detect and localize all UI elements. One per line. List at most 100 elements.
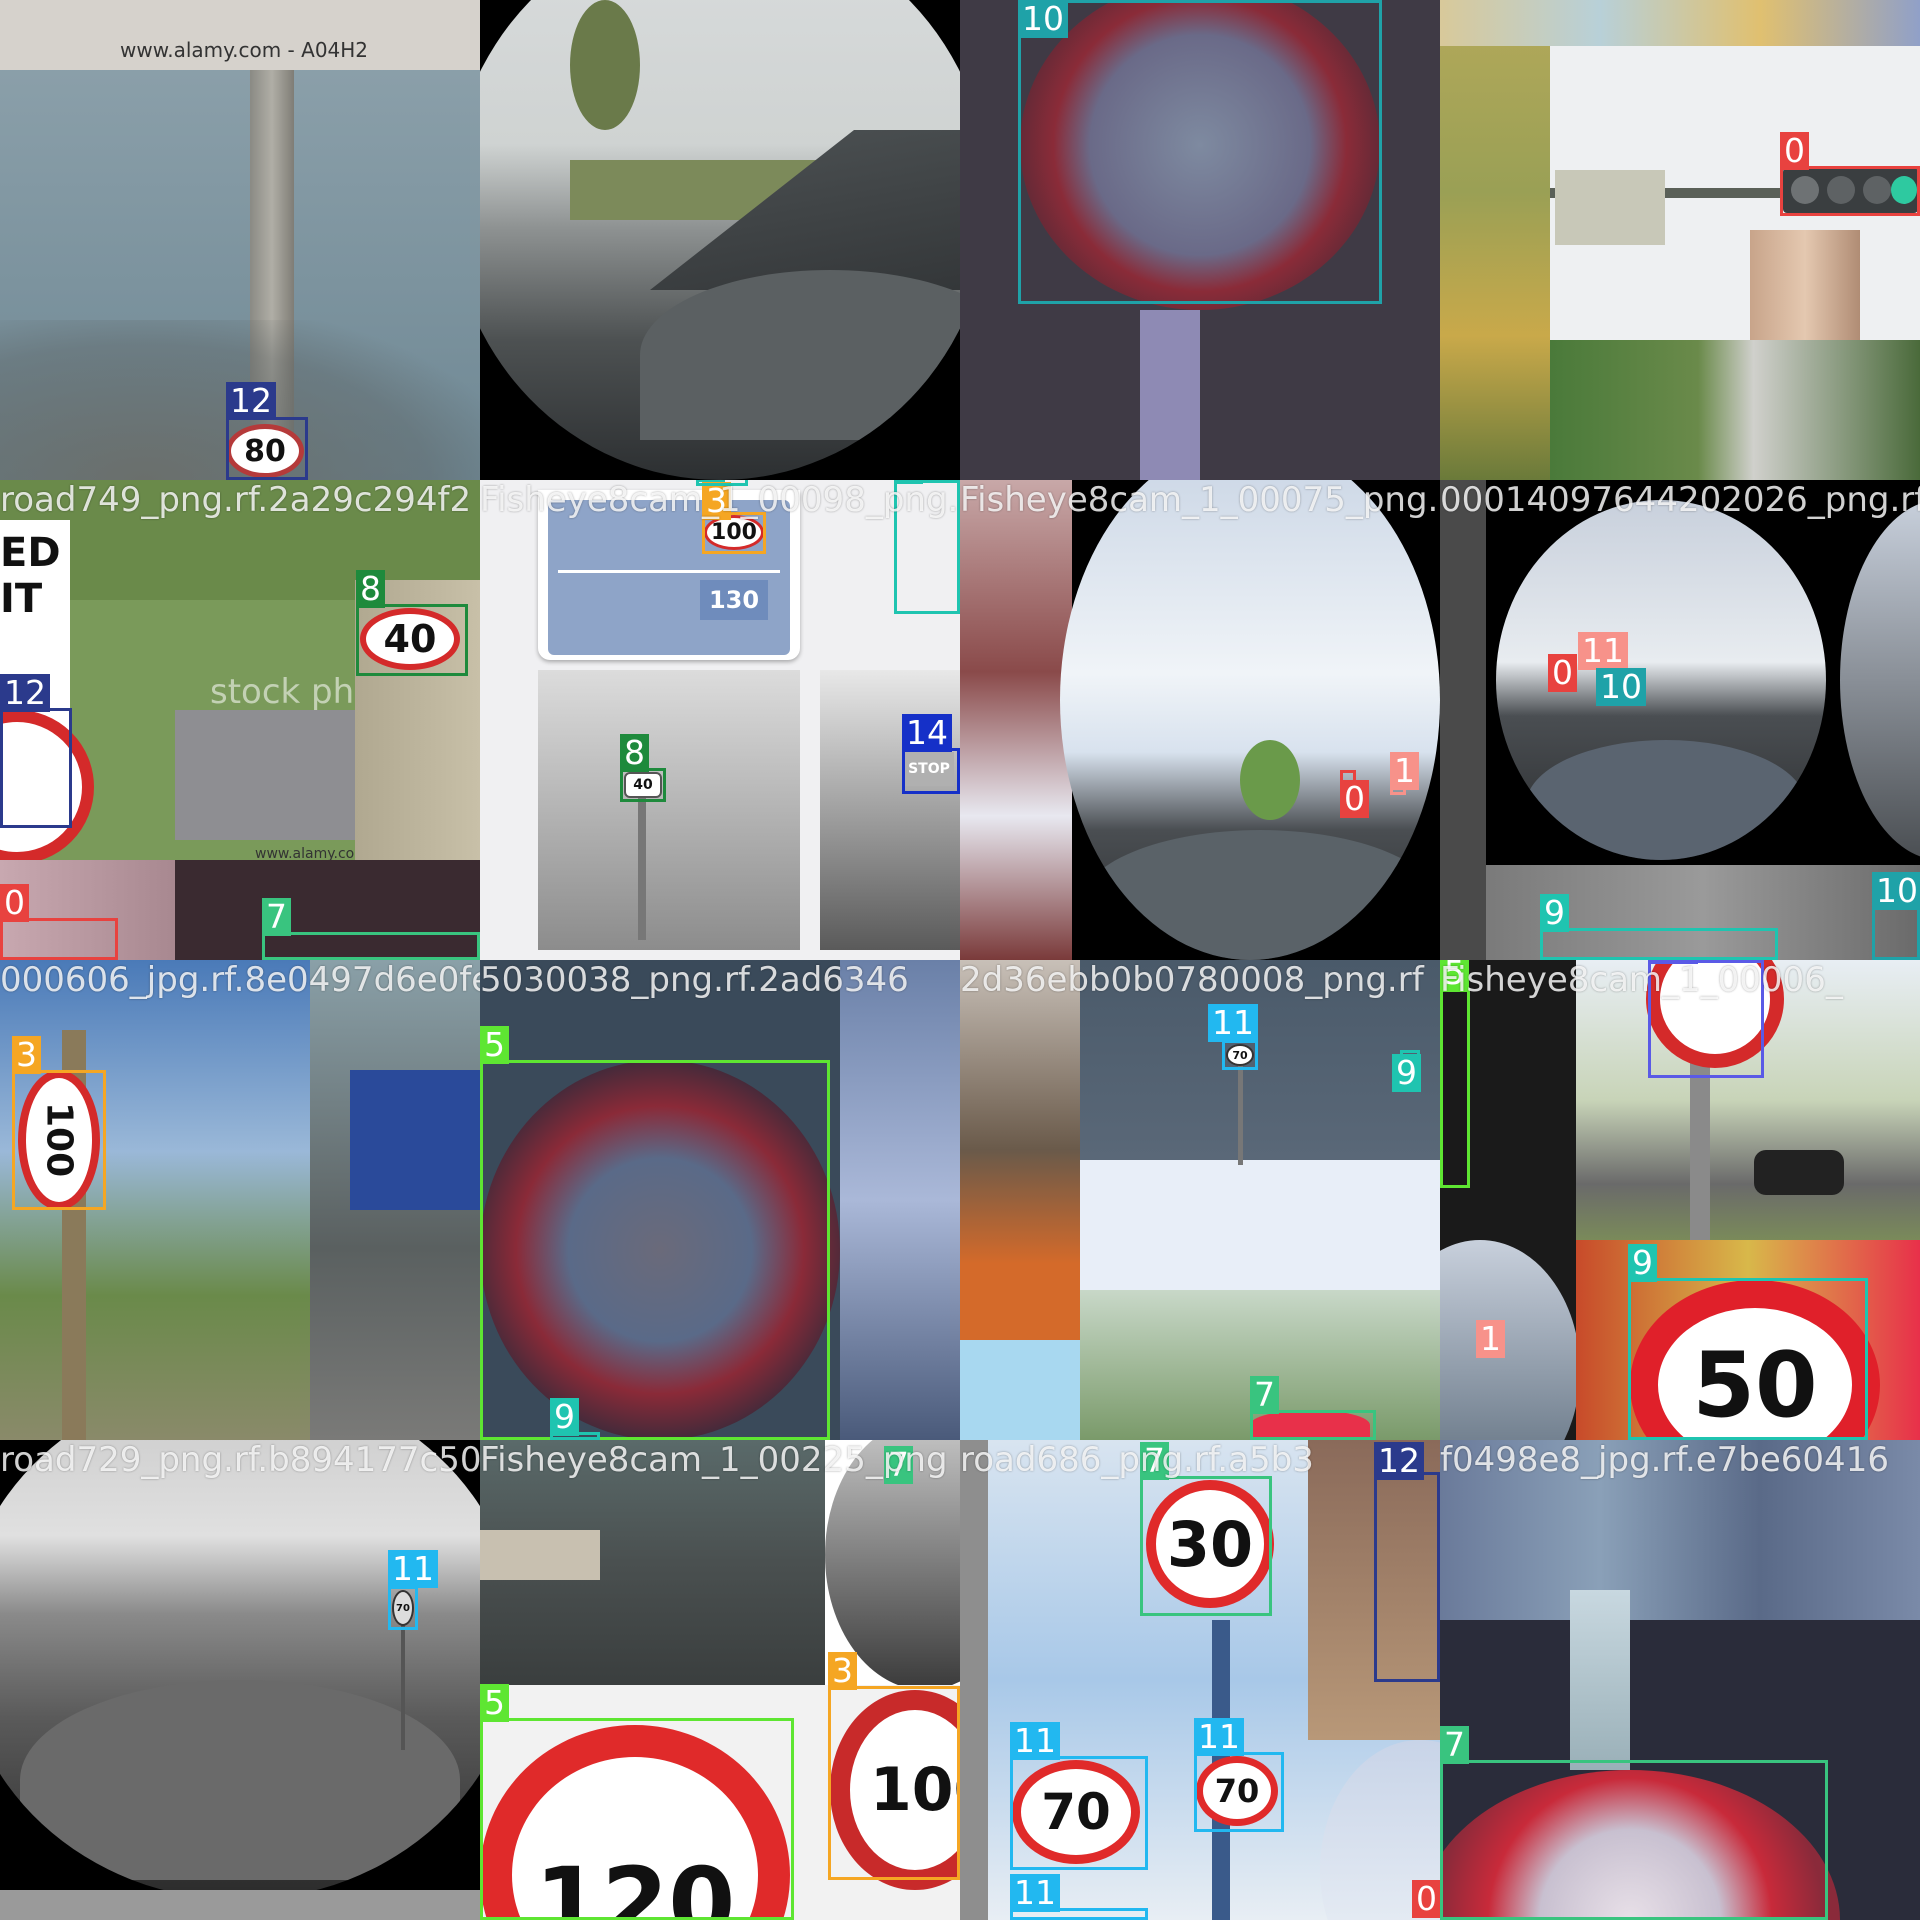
bbox-14: [902, 748, 960, 794]
car-hood: [1080, 830, 1440, 960]
label-10: 10: [1596, 668, 1646, 706]
label-5: 5: [1440, 960, 1469, 992]
sign-40: 40: [624, 772, 662, 798]
sign-pole: [1690, 1050, 1710, 1240]
speed-sign-30: 30: [1146, 1480, 1274, 1608]
stop-sign: STOP: [904, 752, 954, 786]
snow-road: [1080, 1160, 1440, 1290]
label-14: 14: [902, 714, 952, 752]
bbox-8: [620, 768, 666, 802]
label-10: 10: [1872, 872, 1920, 910]
foliage-photo: [1080, 1290, 1440, 1440]
tile-r3c2: 30 7 12 70 11 70 11 11 0 road686_png.rf.…: [960, 1440, 1440, 1920]
bbox-9: [1628, 1278, 1868, 1440]
tile-r0c3: 0: [1440, 0, 1920, 480]
bbox-7: [1140, 1476, 1272, 1616]
pixel-strip-dark: [175, 860, 480, 960]
forest: [1080, 960, 1440, 1160]
bbox-9: [696, 480, 748, 486]
label-11: 11: [1578, 632, 1628, 670]
tile-r3c1: 120 100 5 3 7 Fisheye8cam_1_00225_png: [480, 1440, 960, 1920]
label-0: 0: [1548, 654, 1577, 692]
tree: [570, 0, 640, 130]
sign-70: 70: [1226, 1044, 1254, 1066]
bbox-10: [1018, 0, 1382, 304]
tile-r2c1: 5 9 5030038_png.rf.2ad6346: [480, 960, 960, 1440]
label-7: 7: [1440, 1726, 1469, 1764]
filename-label: 2d36ebb0b0780008_png.rf: [960, 960, 1424, 1000]
label-9: 9: [550, 1398, 579, 1436]
car-hood: [1526, 740, 1806, 860]
tile-r2c3: 13 50 9 5 1 Fisheye8cam_1_00006_: [1440, 960, 1920, 1440]
sign-100: 100: [704, 515, 764, 550]
label-0: 0: [1780, 132, 1809, 170]
speed-sign-70: 70: [1012, 1760, 1140, 1864]
label-12: 12: [226, 382, 276, 420]
pixel-top: [1440, 1440, 1920, 1620]
label-11: 11: [1194, 1718, 1244, 1756]
pole-blur: [1140, 310, 1200, 480]
label-12: 12: [0, 674, 50, 712]
tile-r2c2: 70 11 9 7 2d36ebb0b0780008_png.rf: [960, 960, 1440, 1440]
label-3: 3: [702, 482, 731, 520]
partial-red-sign: [1250, 1410, 1370, 1440]
label-9: 9: [696, 480, 725, 482]
traffic-light: [1783, 168, 1918, 213]
tile-r0c1: [480, 0, 960, 480]
pixelated-sign: [480, 1060, 840, 1440]
blur-side: [840, 960, 960, 1440]
label-1: 1: [1390, 752, 1419, 790]
filename-label: Fisheye8cam_1_00225_png: [480, 1440, 948, 1480]
filename-label: road749_png.rf.2a29c294f2: [0, 480, 472, 520]
bbox-3: [702, 512, 766, 554]
speed-sign-40: 40: [360, 608, 460, 670]
fisheye-lens: [0, 1440, 480, 1900]
sky-patch: [960, 1340, 1080, 1440]
filename-label: Fisheye8cam_1_00006_: [1440, 960, 1843, 1000]
filename-label: f0498e8_jpg.rf.e7be60416: [1440, 1440, 1889, 1480]
bbox-7: [1250, 1410, 1376, 1440]
car-hood: [20, 1680, 460, 1880]
label-0: 0: [1340, 780, 1369, 818]
bbox-11: [1194, 1752, 1284, 1832]
bbox-12: [1374, 1472, 1440, 1682]
watermark-text: www.alamy.com - A04H2: [120, 38, 369, 62]
label-7: 7: [262, 898, 291, 936]
sign-pole: [638, 780, 646, 940]
label-9: 9: [1392, 1054, 1421, 1092]
tile-r0c2: 10: [960, 0, 1440, 480]
bbox-0: [1780, 166, 1920, 216]
pixelated-sign: [1020, 0, 1380, 310]
bbox-8: [356, 604, 468, 676]
bbox-11: [1222, 1040, 1258, 1070]
green-lamp: [1891, 176, 1917, 204]
label-3: 3: [828, 1652, 857, 1690]
label-0: 0: [0, 884, 29, 922]
truck-photo: [310, 960, 480, 1440]
fisheye-lens-2: [1840, 500, 1920, 860]
coast-photo: [480, 1440, 825, 1685]
label-10: 10: [1018, 0, 1068, 38]
top-banner: [0, 0, 480, 70]
label-12: 12: [1374, 1442, 1424, 1480]
black-car: [1754, 1150, 1844, 1195]
person-photo: [960, 960, 1080, 1340]
bbox-3: [828, 1686, 960, 1880]
tile-r3c3: 7 f0498e8_jpg.rf.e7be60416: [1440, 1440, 1920, 1920]
fisheye-lens: [1440, 1240, 1580, 1440]
tile-r2c0: 100 3 000606_jpg.rf.8e0497d6e0fe: [0, 960, 480, 1440]
tree: [1240, 740, 1300, 820]
speed-sign-70: 70: [1196, 1756, 1278, 1826]
tile-r0c0: www.alamy.com - A04H2 80 12: [0, 0, 480, 480]
stop-photo: [820, 670, 960, 950]
sign-divider: [558, 570, 780, 573]
label-8: 8: [356, 570, 385, 608]
filename-label: 000606_jpg.rf.8e0497d6e0fe: [0, 960, 480, 1000]
filename-label: road729_png.rf.b894177c50: [0, 1440, 480, 1480]
pixel-strip: [0, 860, 175, 960]
blur-foliage: [1440, 0, 1550, 480]
filename-label: road686_png.rf.a5b3: [960, 1440, 1314, 1480]
sign-130: 130: [700, 580, 768, 620]
side-strip: [960, 1440, 988, 1920]
